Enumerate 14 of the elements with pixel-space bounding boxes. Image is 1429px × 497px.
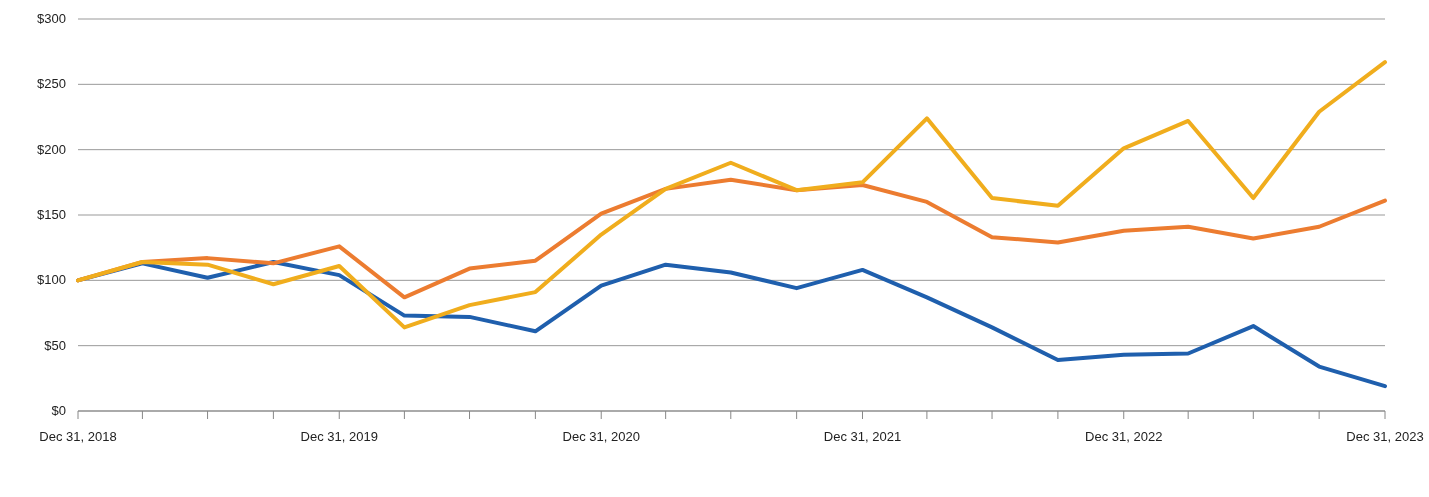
x-tick-label: Dec 31, 2018 (39, 429, 117, 444)
x-tick-label: Dec 31, 2021 (823, 429, 902, 444)
y-tick-label: $250 (37, 76, 66, 92)
x-tick-label: Dec 31, 2020 (562, 429, 640, 444)
x-tick-label: Dec 31, 2019 (300, 429, 378, 444)
y-tick-label: $300 (37, 11, 66, 26)
y-tick-label: $100 (37, 272, 66, 288)
y-tick-label: $200 (37, 141, 66, 157)
y-tick-label: $50 (44, 337, 66, 353)
line-series (76, 60, 1387, 330)
x-tick-label: Dec 31, 2022 (1085, 429, 1163, 444)
y-tick-label: $0 (51, 403, 66, 418)
y-tick-label: $150 (37, 207, 66, 222)
x-tick-label: Dec 31, 2023 (1346, 429, 1424, 444)
